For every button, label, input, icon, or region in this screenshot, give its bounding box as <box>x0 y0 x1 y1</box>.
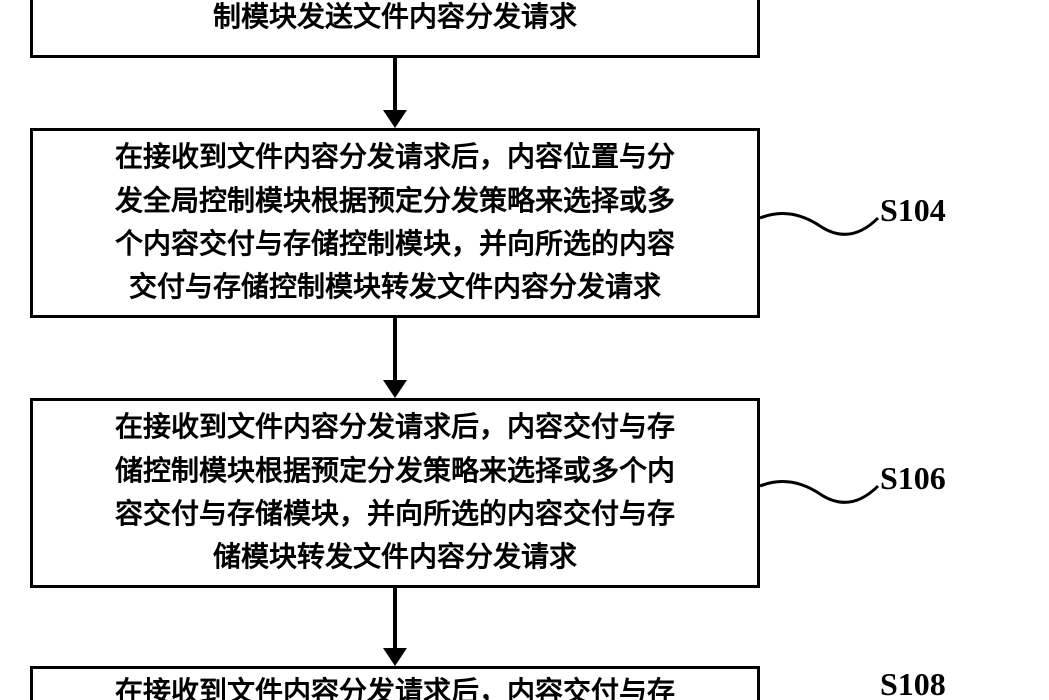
flow-label-s108: S108 <box>880 666 946 700</box>
flowchart-canvas: 制模块发送文件内容分发请求 在接收到文件内容分发请求后，内容位置与分 发全局控制… <box>0 0 1049 700</box>
flow-node-3: 在接收到文件内容分发请求后，内容交付与存 储控制模块根据预定分发策略来选择或多个… <box>30 398 760 588</box>
flow-label-s106: S106 <box>880 460 946 497</box>
flow-node-3-text: 在接收到文件内容分发请求后，内容交付与存 储控制模块根据预定分发策略来选择或多个… <box>115 406 675 580</box>
flow-node-1: 制模块发送文件内容分发请求 <box>30 0 760 58</box>
flow-node-4: 在接收到文件内容分发请求后，内容交付与存 <box>30 666 760 700</box>
flow-node-2-text: 在接收到文件内容分发请求后，内容位置与分 发全局控制模块根据预定分发策略来选择或… <box>115 136 675 310</box>
flow-node-2: 在接收到文件内容分发请求后，内容位置与分 发全局控制模块根据预定分发策略来选择或… <box>30 128 760 318</box>
flow-node-4-text: 在接收到文件内容分发请求后，内容交付与存 <box>115 671 675 700</box>
flow-connector-s104 <box>760 210 880 250</box>
flow-connector-s106 <box>760 478 880 518</box>
flow-label-s104: S104 <box>880 192 946 229</box>
flow-node-1-text: 制模块发送文件内容分发请求 <box>213 0 577 39</box>
